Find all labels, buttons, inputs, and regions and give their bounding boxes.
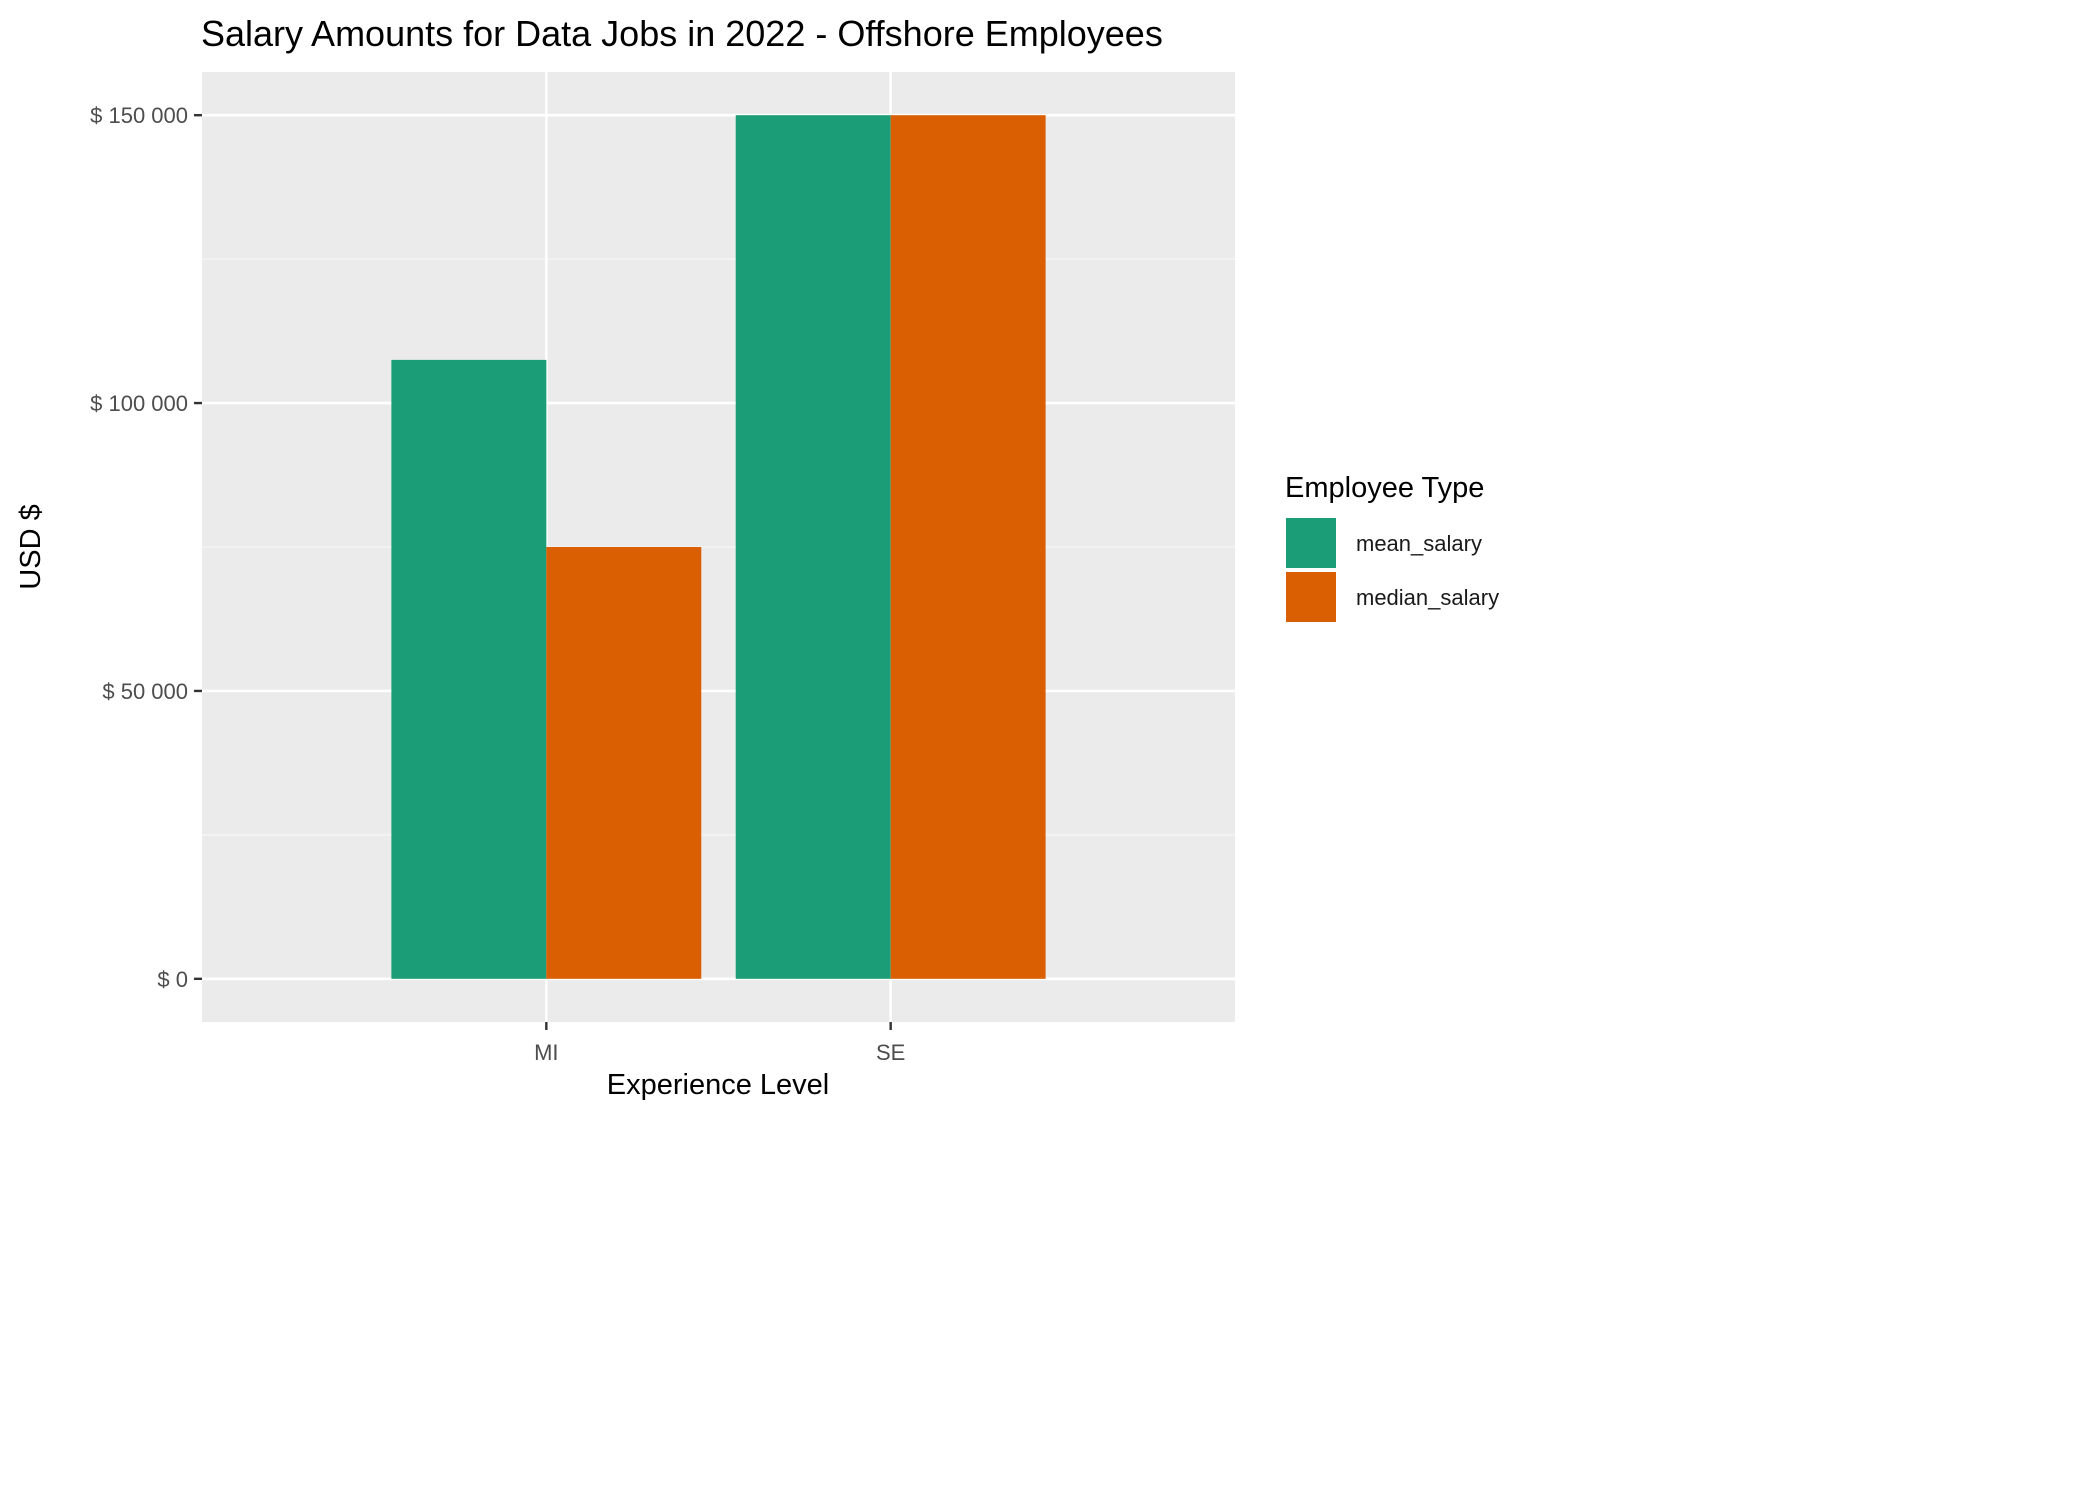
x-axis: MI SE <box>534 1022 905 1065</box>
salary-bar-chart: Salary Amounts for Data Jobs in 2022 - O… <box>15 13 1499 1101</box>
bars <box>391 115 1046 979</box>
y-axis: $ 0 $ 50 000 $ 100 000 $ 150 000 <box>90 103 202 992</box>
y-tick-label: $ 0 <box>157 967 188 992</box>
bar-mean_salary-MI <box>391 359 547 979</box>
chart-title: Salary Amounts for Data Jobs in 2022 - O… <box>201 13 1163 54</box>
x-tick-label: SE <box>876 1040 905 1065</box>
bar-median_salary-SE <box>890 115 1046 979</box>
y-axis-title: USD $ <box>15 504 47 589</box>
y-tick-label: $ 100 000 <box>90 391 188 416</box>
legend-title: Employee Type <box>1285 472 1484 504</box>
legend-label-mean_salary: mean_salary <box>1356 531 1482 556</box>
legend-key-mean_salary <box>1284 516 1338 570</box>
x-axis-title: Experience Level <box>607 1069 829 1101</box>
y-tick-label: $ 150 000 <box>90 103 188 128</box>
bar-median_salary-MI <box>546 547 702 979</box>
bar-mean_salary-SE <box>735 115 891 979</box>
x-tick-label: MI <box>534 1040 558 1065</box>
legend-key-median_salary <box>1284 570 1338 624</box>
y-tick-label: $ 50 000 <box>102 679 188 704</box>
legend: Employee Type mean_salary median_salary <box>1284 472 1499 624</box>
legend-label-median_salary: median_salary <box>1356 585 1499 610</box>
